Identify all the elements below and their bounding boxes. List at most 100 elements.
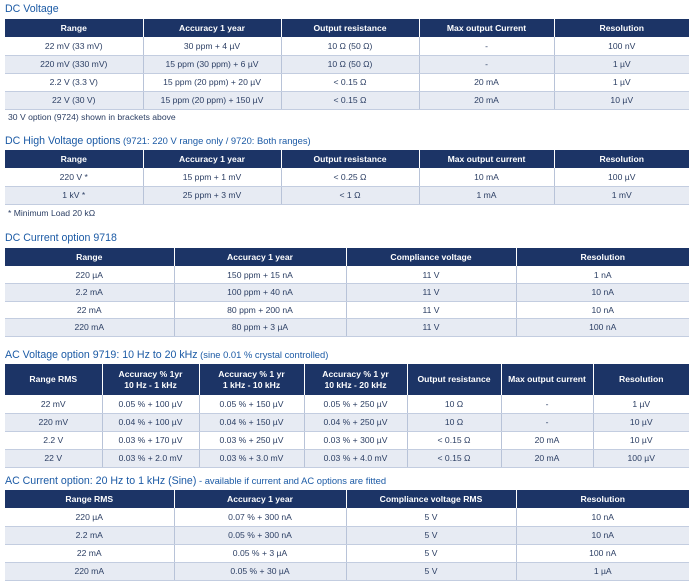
table-cell: 0.03 % + 170 µV	[101, 431, 199, 450]
table-cell: 10 µV	[592, 413, 689, 432]
column-header-line: Range RMS	[29, 374, 78, 384]
table-cell: 0.03 % + 250 µV	[198, 431, 304, 450]
table-cell: 0.05 % + 150 µV	[198, 395, 304, 414]
table-cell: 10 nA	[515, 301, 689, 319]
table-cell: 220 µA	[5, 508, 174, 527]
column-header-line: 1 kHz - 10 kHz	[222, 379, 281, 390]
table-cell: 0.05 % + 30 µA	[173, 562, 346, 581]
table-cell: 150 ppm + 15 nA	[173, 266, 346, 284]
table-cell: 22 V (30 V)	[5, 91, 143, 110]
table-cell: 10 Ω (50 Ω)	[280, 37, 419, 56]
table-cell: 220 mA	[5, 562, 174, 581]
ac-voltage-table: Range RMS Accuracy % 1yr 10 Hz - 1 kHz Accu…	[5, 364, 689, 468]
table-cell: 5 V	[345, 562, 516, 581]
table-cell: 0.04 % + 100 µV	[101, 413, 199, 432]
table-cell: -	[500, 395, 593, 414]
table-cell: 15 ppm + 1 mV	[142, 168, 281, 187]
column-header: Max output current	[418, 150, 554, 168]
dc-high-voltage-title: DC High Voltage options (9721: 220 V ran…	[5, 135, 311, 147]
table-row: 2.2 mA 100 ppm + 40 nA 11 V 10 nA	[5, 283, 689, 302]
table-row: 220 µA 0.07 % + 300 nA 5 V 10 nA	[5, 508, 689, 527]
table-cell: 0.05 % + 250 µV	[303, 395, 407, 414]
ac-voltage-title-detail: (sine 0.01 % crystal controlled)	[197, 349, 329, 360]
table-cell: 220 mV (330 mV)	[5, 55, 143, 74]
column-header: Output resistance	[280, 150, 419, 168]
table-cell: 100 nA	[515, 318, 689, 337]
column-header: Output resistance	[406, 364, 501, 395]
table-cell: -	[500, 413, 593, 432]
column-header: Range	[5, 150, 143, 168]
table-cell: 22 mV	[5, 395, 102, 414]
column-header: Compliance voltage RMS	[345, 490, 516, 508]
table-cell: 0.04 % + 150 µV	[198, 413, 304, 432]
column-header-line: 10 Hz - 1 kHz	[124, 379, 177, 390]
table-cell: 10 Ω (50 Ω)	[280, 55, 419, 74]
table-cell: 22 V	[5, 449, 102, 468]
table-cell: 0.05 % + 100 µV	[101, 395, 199, 414]
table-cell: 2.2 mA	[5, 283, 174, 302]
table-cell: 100 ppm + 40 nA	[173, 283, 346, 302]
column-header: Compliance voltage	[345, 248, 516, 266]
column-header: Accuracy 1 year	[142, 150, 281, 168]
table-row: 22 V 0.03 % + 2.0 mV 0.03 % + 3.0 mV 0.03 %…	[5, 449, 689, 468]
ac-current-title: AC Current option: 20 Hz to 1 kHz (Sine)…	[5, 475, 387, 487]
table-row: 220 mA 80 ppm + 3 µA 11 V 100 nA	[5, 318, 689, 337]
table-cell: 2.2 mA	[5, 526, 174, 545]
table-cell: 22 mA	[5, 544, 174, 563]
table-cell: 220 V *	[5, 168, 143, 187]
table-cell: 10 Ω	[406, 395, 501, 414]
table-cell: 10 nA	[515, 508, 689, 527]
column-header: Range RMS	[5, 364, 102, 395]
ac-current-table: Range RMS Accuracy 1 year Compliance volta…	[5, 490, 689, 581]
table-cell: 0.03 % + 4.0 mV	[303, 449, 407, 468]
table-cell: 15 ppm (30 ppm) + 6 µV	[142, 55, 281, 74]
table-cell: 11 V	[345, 283, 516, 302]
table-cell: -	[418, 55, 554, 74]
table-cell: 22 mV (33 mV)	[5, 37, 143, 56]
table-cell: 0.03 % + 2.0 mV	[101, 449, 199, 468]
table-cell: 20 mA	[418, 73, 554, 92]
table-row: 2.2 mA 0.05 % + 300 nA 5 V 10 nA	[5, 526, 689, 545]
table-row: 22 mA 0.05 % + 3 µA 5 V 100 nA	[5, 544, 689, 563]
column-header: Accuracy % 1yr 10 Hz - 1 kHz	[101, 364, 199, 395]
table-cell: 0.03 % + 3.0 mV	[198, 449, 304, 468]
table-cell: 10 µV	[553, 91, 689, 110]
column-header-line: Accuracy % 1 yr	[322, 368, 389, 379]
table-row: 22 V (30 V) 15 ppm (20 ppm) + 150 µV < 0.1…	[5, 91, 689, 110]
table-cell: 11 V	[345, 301, 516, 319]
table-cell: 0.05 % + 300 nA	[173, 526, 346, 545]
table-cell: 10 µV	[592, 431, 689, 450]
table-cell: 15 ppm (20 ppm) + 150 µV	[142, 91, 281, 110]
table-cell: 25 ppm + 3 mV	[142, 186, 281, 205]
column-header: Range RMS	[5, 490, 174, 508]
table-cell: 1 mA	[418, 186, 554, 205]
table-cell: 5 V	[345, 544, 516, 563]
table-cell: 30 ppm + 4 µV	[142, 37, 281, 56]
dc-high-voltage-table: Range Accuracy 1 year Output resistance Max…	[5, 150, 689, 205]
table-cell: 1 µV	[592, 395, 689, 414]
column-header: Resolution	[553, 19, 689, 37]
table-cell: < 0.15 Ω	[406, 431, 501, 450]
column-header-line: Accuracy % 1 yr	[218, 368, 285, 379]
table-row: 220 V * 15 ppm + 1 mV < 0.25 Ω 10 mA 100 µV	[5, 168, 689, 187]
ac-voltage-title: AC Voltage option 9719: 10 Hz to 20 kHz …	[5, 349, 329, 361]
table-cell: 100 nV	[553, 37, 689, 56]
table-cell: 0.05 % + 3 µA	[173, 544, 346, 563]
table-cell: < 0.15 Ω	[280, 73, 419, 92]
column-header: Accuracy % 1 yr 1 kHz - 10 kHz	[198, 364, 304, 395]
table-row: 2.2 V 0.03 % + 170 µV 0.03 % + 250 µV 0.03 …	[5, 431, 689, 450]
dc-high-voltage-title-detail: (9721: 220 V range only / 9720: Both ran…	[120, 135, 311, 146]
table-cell: 100 nA	[515, 544, 689, 563]
column-header-line: Max output current	[508, 374, 586, 384]
table-cell: < 0.15 Ω	[280, 91, 419, 110]
column-header: Output resistance	[280, 19, 419, 37]
table-cell: 220 µA	[5, 266, 174, 284]
table-cell: 1 kV *	[5, 186, 143, 205]
table-cell: 0.07 % + 300 nA	[173, 508, 346, 527]
column-header: Resolution	[553, 150, 689, 168]
table-cell: 80 ppm + 3 µA	[173, 318, 346, 337]
